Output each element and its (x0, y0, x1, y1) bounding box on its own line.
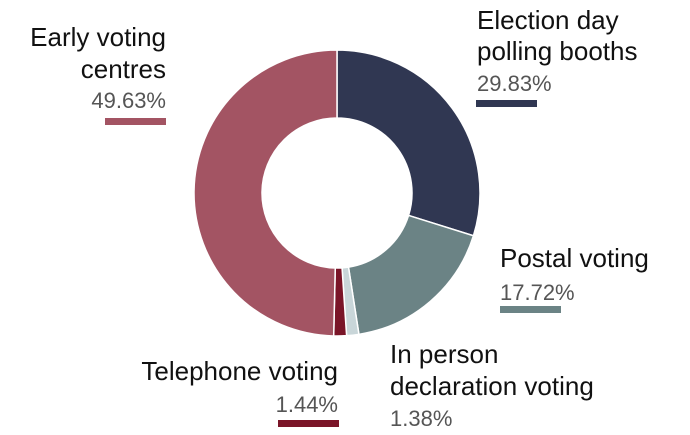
label-telephone-voting: Telephone voting (141, 356, 338, 386)
donut-slices (193, 49, 481, 337)
label-election-day-line2: polling booths (477, 36, 638, 66)
legend-swatch-early-voting (105, 118, 166, 125)
value-postal-voting: 17.72% (500, 280, 575, 305)
label-in-person-line2: declaration voting (390, 371, 594, 401)
legend-swatch-postal-voting (500, 306, 561, 313)
label-in-person-line1: In person (390, 339, 499, 369)
value-in-person: 1.38% (390, 406, 453, 431)
donut-slice-election-day (336, 49, 481, 237)
value-election-day: 29.83% (477, 71, 552, 96)
value-early-voting: 49.63% (91, 88, 166, 113)
value-telephone-voting: 1.44% (275, 392, 338, 417)
label-early-voting-line2: centres (80, 54, 166, 84)
label-election-day-line1: Election day (477, 5, 619, 35)
legend-swatch-telephone-voting (278, 420, 339, 427)
label-postal-voting: Postal voting (500, 243, 649, 273)
legend-swatch-election-day (476, 100, 537, 107)
donut-slice-early-voting (193, 49, 338, 337)
donut-slice-postal-voting (347, 214, 475, 336)
label-early-voting-line1: Early voting (30, 22, 166, 52)
